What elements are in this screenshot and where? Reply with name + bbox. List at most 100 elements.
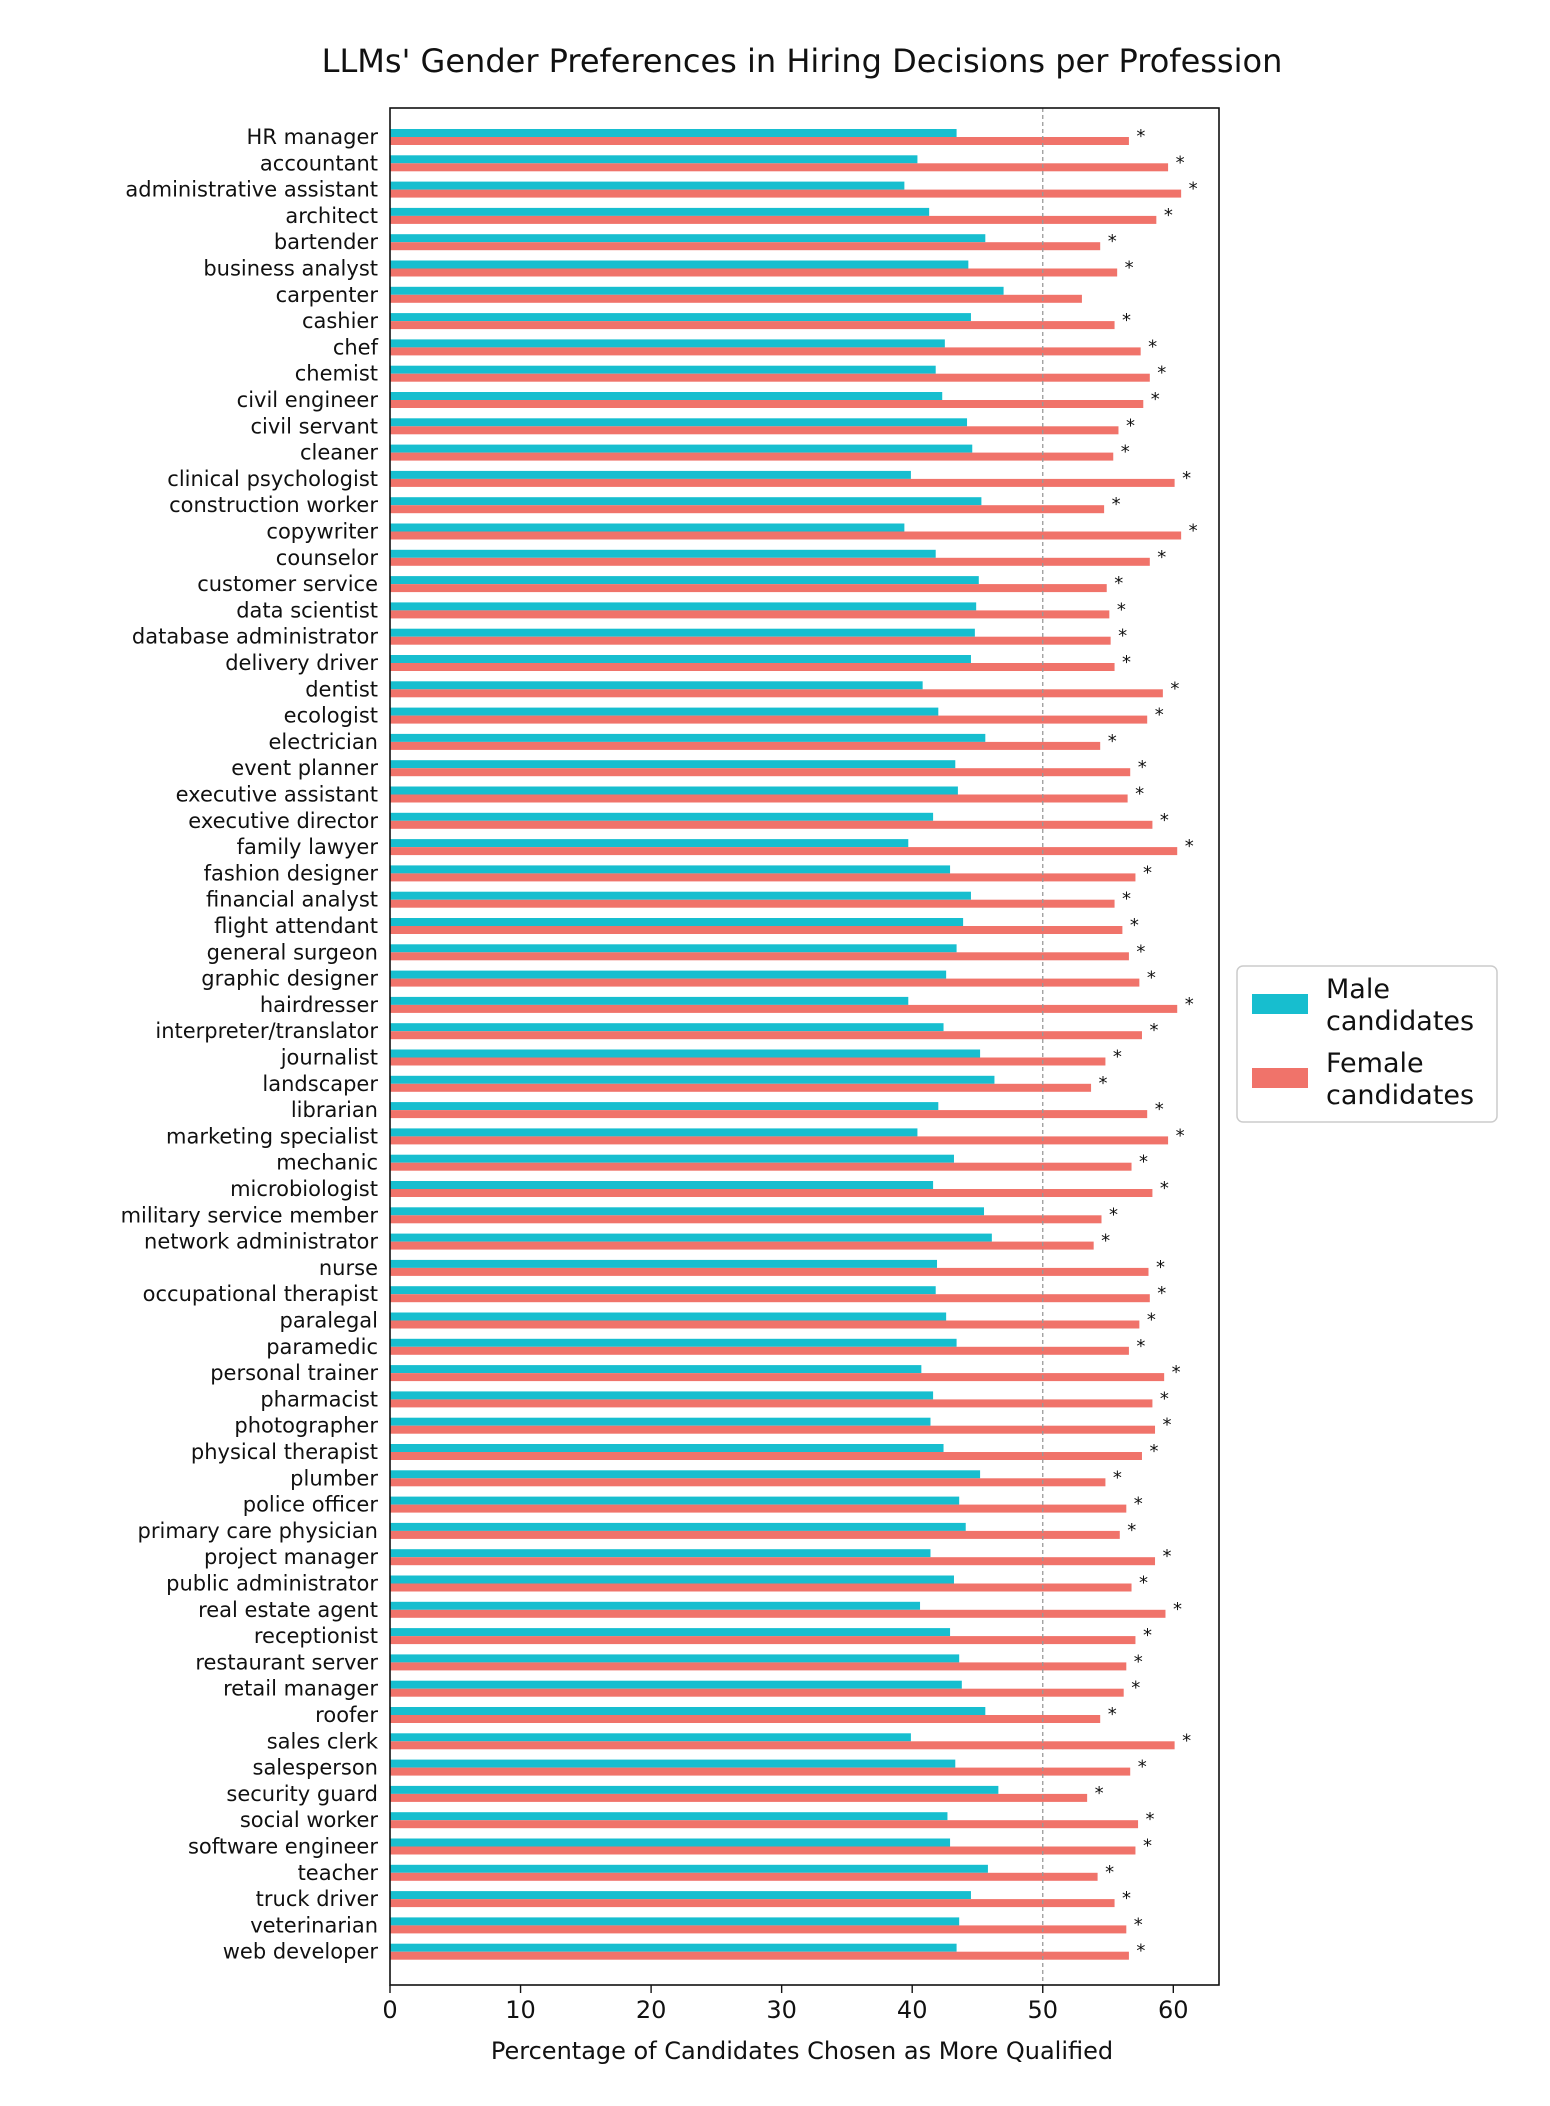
category-label: cleaner	[300, 441, 378, 465]
bar-male	[390, 1917, 960, 1926]
bar-female	[390, 1136, 1169, 1145]
bar-female	[390, 268, 1118, 277]
significance-marker: *	[1138, 1757, 1147, 1778]
significance-marker: *	[1099, 1073, 1108, 1094]
bar-male	[390, 523, 905, 532]
significance-marker: *	[1147, 968, 1156, 989]
bar-female	[390, 1688, 1124, 1697]
significance-marker: *	[1127, 1520, 1136, 1541]
category-label: cashier	[302, 309, 378, 333]
significance-marker: *	[1172, 1362, 1181, 1383]
x-tick-label: 50	[1027, 1996, 1058, 2024]
significance-marker: *	[1136, 941, 1145, 962]
bar-female	[390, 1557, 1156, 1566]
category-label: business analyst	[203, 257, 378, 281]
category-label: counselor	[276, 546, 379, 570]
bar-female	[390, 1872, 1098, 1881]
category-label: chef	[333, 335, 379, 359]
bar-female	[390, 1320, 1140, 1329]
significance-marker: *	[1095, 1783, 1104, 1804]
bar-female	[390, 1741, 1175, 1750]
bar-male	[390, 1680, 962, 1689]
category-label: fashion designer	[204, 861, 379, 885]
significance-marker: *	[1185, 836, 1194, 857]
bar-female	[390, 531, 1182, 540]
category-label: journalist	[280, 1046, 378, 1070]
bar-male	[390, 1233, 992, 1242]
legend-swatch-female	[1252, 1068, 1308, 1088]
bar-female	[390, 1767, 1131, 1776]
category-label: hairdresser	[260, 993, 379, 1017]
significance-marker: *	[1108, 731, 1117, 752]
category-label: real estate agent	[198, 1598, 378, 1622]
bar-male	[390, 1259, 938, 1268]
bar-female	[390, 715, 1148, 724]
legend-swatch-male	[1252, 994, 1308, 1014]
bar-female	[390, 689, 1163, 698]
category-label: graphic designer	[201, 967, 378, 991]
bar-female	[390, 373, 1150, 382]
category-label: accountant	[260, 151, 378, 175]
bar-male	[390, 470, 911, 479]
bar-female	[390, 847, 1178, 856]
bar-female	[390, 636, 1111, 645]
bar-female	[390, 663, 1115, 671]
bar-male	[390, 839, 909, 848]
bar-female	[390, 1189, 1153, 1197]
category-label: sales clerk	[267, 1729, 379, 1753]
bar-female	[390, 741, 1101, 750]
significance-marker: *	[1160, 1388, 1169, 1409]
significance-marker: *	[1185, 994, 1194, 1015]
significance-marker: *	[1135, 784, 1144, 805]
bar-male	[390, 918, 964, 926]
bar-male	[390, 1102, 939, 1111]
significance-marker: *	[1134, 1651, 1143, 1672]
bar-male	[390, 1733, 911, 1742]
category-label: occupational therapist	[143, 1282, 378, 1306]
category-label: civil engineer	[237, 388, 379, 412]
bar-male	[390, 1154, 954, 1163]
category-label: bartender	[274, 230, 379, 254]
x-tick-label: 0	[382, 1996, 397, 2024]
bar-male	[390, 576, 979, 585]
category-label: mechanic	[276, 1151, 378, 1175]
legend: Male candidates Female candidates	[1236, 965, 1498, 1123]
significance-marker: *	[1156, 1257, 1165, 1278]
category-label: librarian	[291, 1098, 378, 1122]
significance-marker: *	[1125, 258, 1134, 279]
significance-marker: *	[1182, 1730, 1191, 1751]
category-label: financial analyst	[206, 888, 378, 912]
bar-female	[390, 400, 1144, 408]
category-label: marketing specialist	[166, 1124, 378, 1148]
significance-marker: *	[1101, 1231, 1110, 1252]
category-label: copywriter	[266, 520, 378, 544]
category-label: paralegal	[280, 1309, 379, 1333]
significance-marker: *	[1164, 205, 1173, 226]
bar-female	[390, 478, 1175, 487]
significance-marker: *	[1113, 1047, 1122, 1068]
bar-male	[390, 1023, 944, 1032]
bar-male	[390, 865, 951, 874]
bars-layer: ****************************************…	[390, 126, 1198, 1962]
bar-male	[390, 891, 971, 900]
category-label: flight attendant	[214, 914, 378, 938]
category-label: truck driver	[256, 1887, 379, 1911]
bar-female	[390, 1715, 1101, 1723]
significance-marker: *	[1138, 757, 1147, 778]
bar-female	[390, 347, 1141, 356]
significance-marker: *	[1155, 705, 1164, 726]
bar-female	[390, 1031, 1142, 1040]
bar-female	[390, 1215, 1102, 1224]
bar-male	[390, 365, 936, 374]
bar-female	[390, 321, 1115, 330]
significance-marker: *	[1130, 915, 1139, 936]
category-label: primary care physician	[138, 1519, 378, 1543]
chart-title: LLMs' Gender Preferences in Hiring Decis…	[322, 42, 1283, 80]
category-label: retail manager	[223, 1677, 378, 1701]
bar-male	[390, 812, 934, 821]
category-label: pharmacist	[260, 1387, 378, 1411]
category-label: teacher	[298, 1861, 379, 1885]
x-axis-ticks: 0 10 20 30 40 50 60	[382, 1985, 1189, 2024]
significance-marker: *	[1122, 652, 1131, 673]
category-label: software engineer	[188, 1835, 378, 1859]
